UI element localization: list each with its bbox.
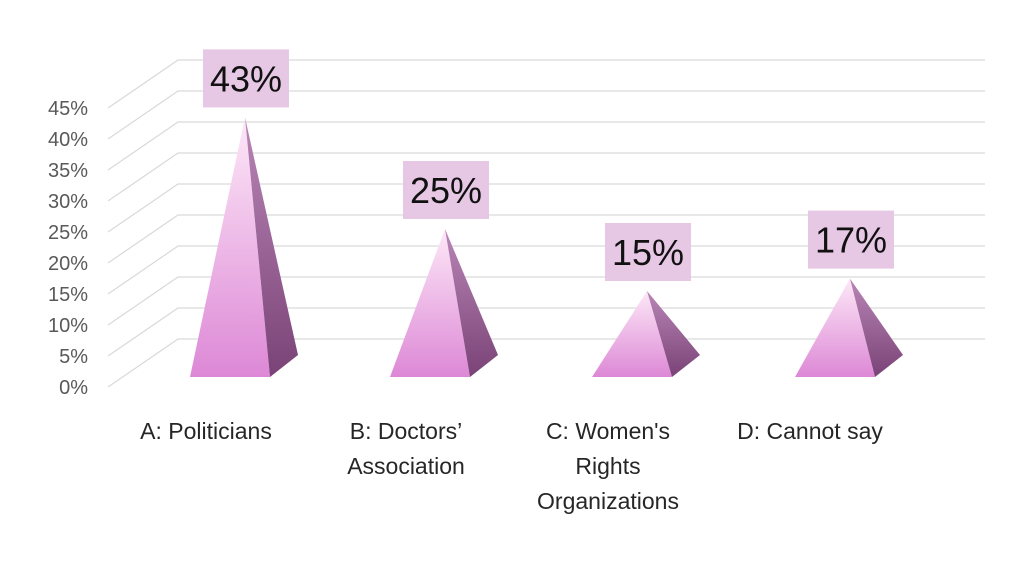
pyramid-mark (592, 291, 700, 377)
data-labels: 43% 25% 15% 17% (203, 49, 894, 281)
y-tick-label: 5% (59, 346, 88, 368)
y-tick-label: 30% (48, 191, 88, 213)
gridline (107, 59, 985, 109)
gridline (107, 152, 985, 202)
pyramid-front-face (390, 229, 470, 377)
x-axis-categories: A: Politicians B: Doctors’ Association C: W… (140, 418, 883, 514)
y-tick-label: 15% (48, 284, 88, 306)
y-tick-label: 20% (48, 253, 88, 275)
pyramid-mark (390, 229, 498, 377)
y-tick-label: 25% (48, 222, 88, 244)
pyramid-front-face (190, 117, 270, 378)
data-label-box (203, 49, 289, 108)
x-category-label: C: Women's Rights Organizations (537, 418, 679, 514)
gridline (107, 338, 985, 388)
data-label-text: 43% (210, 58, 282, 99)
data-label-text: 17% (815, 220, 887, 261)
gridline (107, 276, 985, 326)
data-label-text: 15% (612, 232, 684, 273)
gridline (107, 90, 985, 140)
gridline (107, 307, 985, 357)
data-label-box (808, 210, 894, 269)
y-tick-label: 40% (48, 129, 88, 151)
pyramid-side-face (245, 117, 298, 378)
data-label-text: 25% (410, 170, 482, 211)
x-category-label: B: Doctors’ Association (347, 418, 465, 479)
x-category-label: A: Politicians (140, 418, 272, 444)
data-label-box (605, 223, 691, 281)
pyramids (190, 117, 903, 378)
pyramid-mark (190, 117, 298, 378)
y-tick-label: 10% (48, 315, 88, 337)
pyramid-front-face (592, 291, 672, 377)
data-label: 15% (605, 223, 691, 281)
pyramid-side-face (850, 278, 903, 377)
y-tick-label: 35% (48, 160, 88, 182)
x-category-label: D: Cannot say (737, 418, 883, 444)
data-label: 25% (403, 161, 489, 219)
gridlines (107, 59, 985, 388)
data-label: 17% (808, 210, 894, 269)
pyramid-side-face (647, 291, 700, 377)
y-axis-ticks: 0% 5% 10% 15% 20% 25% 30% 35% 40% 45% (48, 98, 88, 399)
y-tick-label: 0% (59, 377, 88, 399)
data-label: 43% (203, 49, 289, 108)
gridline (107, 245, 985, 295)
pyramid-front-face (795, 278, 875, 377)
data-label-box (403, 161, 489, 219)
pyramid-mark (795, 278, 903, 377)
gridline (107, 183, 985, 233)
pyramid-side-face (445, 229, 498, 377)
gridline (107, 121, 985, 171)
y-tick-label: 45% (48, 98, 88, 120)
gridline (107, 214, 985, 264)
